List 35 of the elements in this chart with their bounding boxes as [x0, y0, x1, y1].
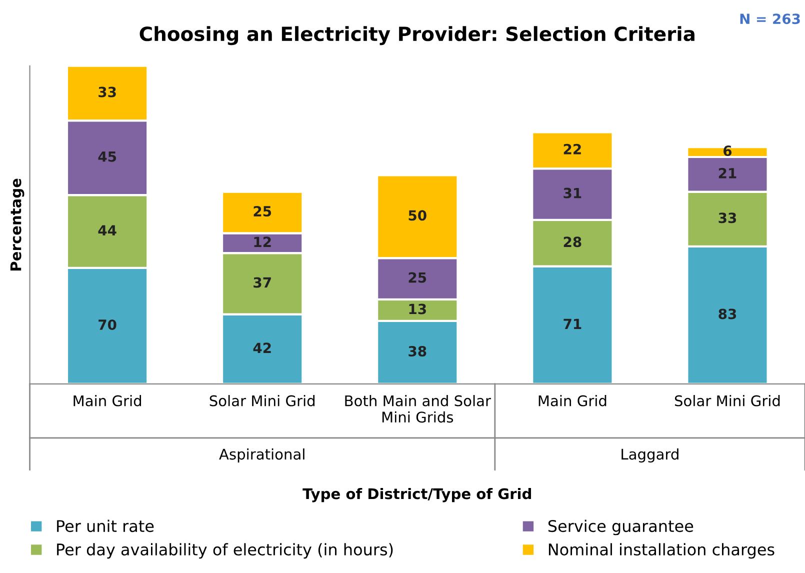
x-tick-label: Main Grid	[74, 395, 142, 406]
data-label: 83	[718, 308, 736, 320]
data-label: 31	[564, 188, 582, 198]
y-axis-title: Percentage	[10, 178, 24, 270]
x-tick-label: Main Grid	[538, 395, 606, 406]
data-label: 22	[564, 144, 581, 154]
data-label: 45	[98, 152, 116, 162]
data-label: 70	[98, 319, 116, 330]
text: N = 263	[740, 14, 800, 24]
data-label: 25	[408, 272, 426, 283]
data-label: 33	[98, 86, 116, 98]
data-label: 33	[718, 212, 736, 224]
x-tick-label: Solar Mini Grid	[674, 395, 780, 406]
data-label: 25	[254, 206, 272, 217]
text: Laggard	[622, 448, 678, 463]
data-label: 38	[408, 346, 426, 356]
data-label: 44	[98, 225, 116, 236]
data-label: 42	[253, 342, 271, 353]
legend-label: Nominal installation charges	[548, 543, 774, 559]
x-axis-title: Type of District/Type of Grid	[302, 488, 531, 502]
data-label: 37	[254, 277, 271, 288]
data-label: 6	[724, 146, 732, 156]
data-label: 12	[254, 236, 271, 247]
x-tick-label: Solar Mini Grid	[210, 395, 315, 406]
chart-title: Choosing an Electricity Provider: Selection Criteria	[140, 26, 694, 46]
legend-label: Per unit rate	[57, 520, 154, 532]
legend-label: Per day availability of electricity (in hours)	[57, 543, 393, 559]
x-tick-label: Both Main and Solar Mini Grids	[345, 395, 491, 423]
data-label: 21	[718, 168, 736, 178]
data-label: 50	[408, 210, 426, 221]
data-label: 71	[564, 318, 582, 329]
data-label: 13	[409, 304, 426, 314]
text: Aspirational	[219, 448, 304, 463]
legend-label: Service guarantee	[548, 520, 694, 536]
data-label: 28	[564, 236, 582, 248]
